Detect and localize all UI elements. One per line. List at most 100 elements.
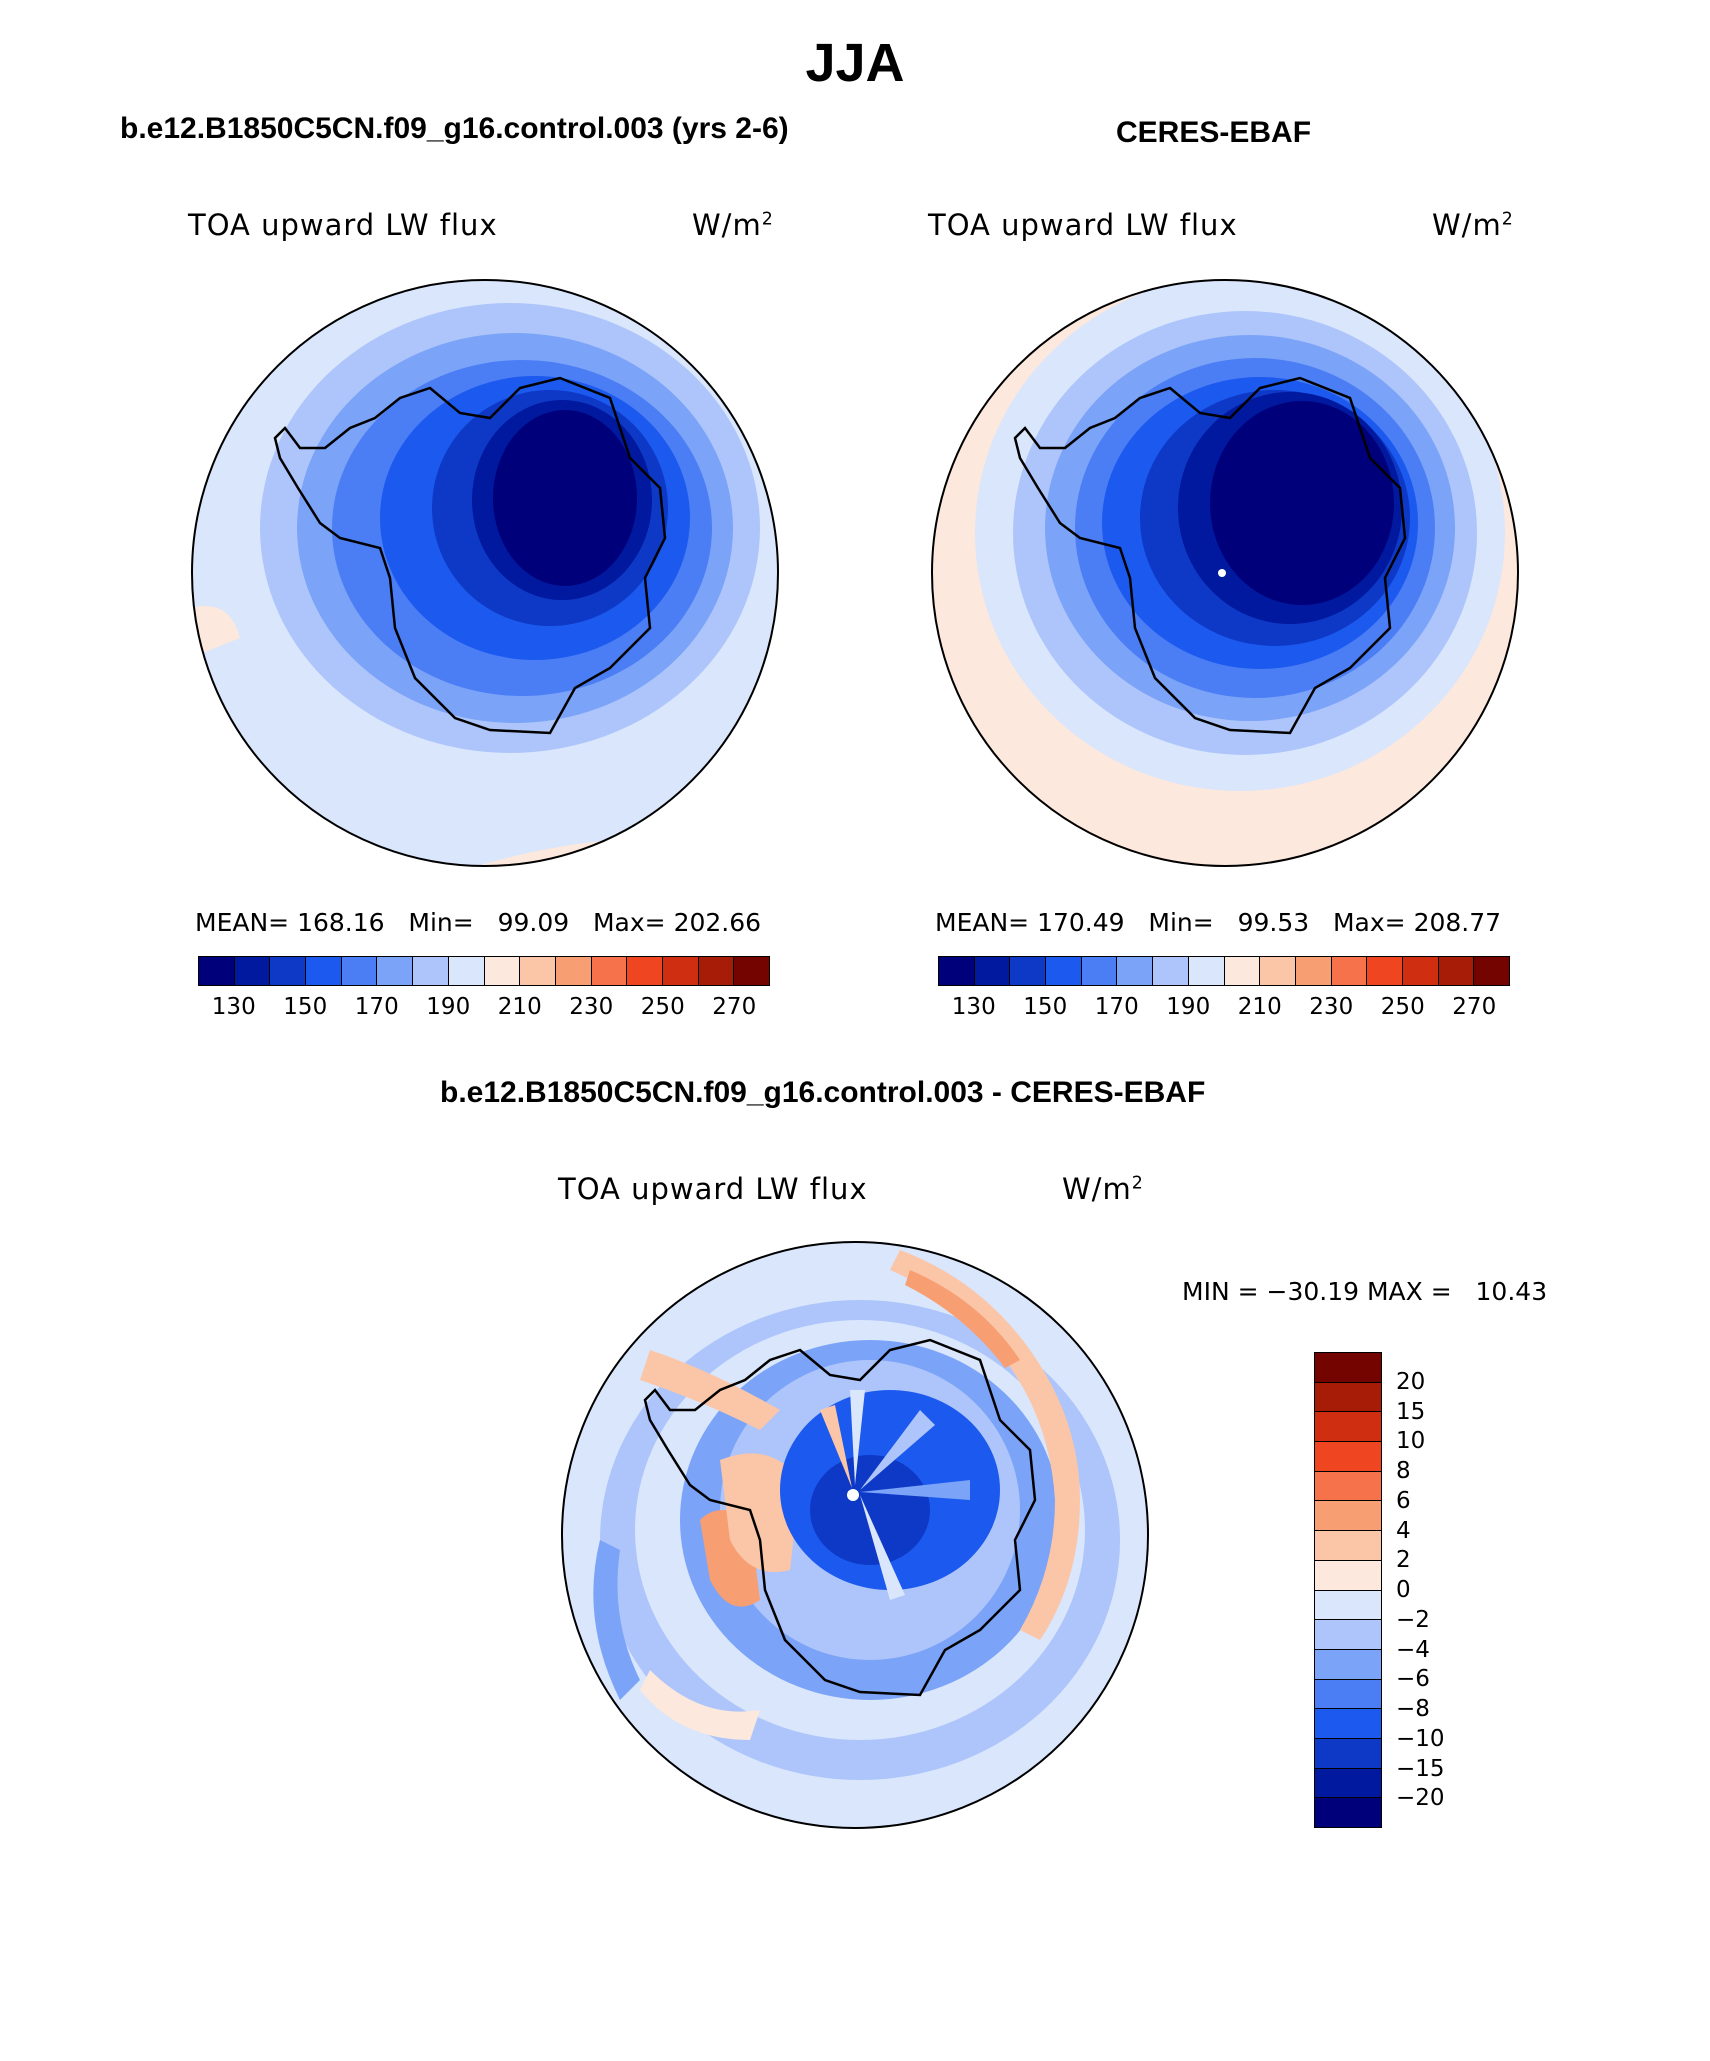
obs-colorbar-tick-label: 270 <box>1452 994 1497 1020</box>
model-colorbar-swatch <box>447 957 484 985</box>
model-colorbar-swatch <box>733 957 769 985</box>
diff-colorbar-swatch <box>1315 1708 1381 1738</box>
model-colorbar-tick-label: 150 <box>283 994 328 1020</box>
model-colorbar-swatch <box>340 957 377 985</box>
diff-colorbar-swatch <box>1315 1619 1381 1649</box>
model-units-label: W/m2 <box>692 208 774 242</box>
model-colorbar-ticks: 130 150 170 190 210 230 250 270 <box>198 994 770 1024</box>
diff-colorbar-swatch <box>1315 1470 1381 1501</box>
obs-colorbar-swatch <box>1473 957 1509 985</box>
obs-colorbar-swatch <box>1223 957 1260 985</box>
diff-colorbar-swatch <box>1315 1767 1381 1798</box>
obs-colorbar-swatch <box>1366 957 1402 985</box>
diff-colorbar-tick-label: 4 <box>1396 1517 1411 1544</box>
obs-colorbar-swatch <box>1116 957 1153 985</box>
diff-colorbar-tick-label: 15 <box>1396 1398 1426 1425</box>
obs-stats: MEAN= 170.49 Min= 99.53 Max= 208.77 <box>935 908 1502 937</box>
obs-colorbar-tick-label: 230 <box>1309 994 1354 1020</box>
model-colorbar-swatch <box>626 957 662 985</box>
model-colorbar-swatch <box>697 957 734 985</box>
diff-panel-title: b.e12.B1850C5CN.f09_g16.control.003 - CE… <box>440 1076 1206 1109</box>
obs-panel-title: CERES-EBAF <box>1116 116 1312 149</box>
obs-colorbar-tick-label: 130 <box>951 994 996 1020</box>
diff-variable-label: TOA upward LW flux <box>558 1172 868 1206</box>
diff-colorbar-tick-label: −4 <box>1396 1636 1430 1663</box>
model-colorbar-tick-label: 230 <box>569 994 614 1020</box>
model-colorbar-tick-label: 250 <box>640 994 685 1020</box>
diff-colorbar-swatch <box>1315 1441 1381 1471</box>
diff-colorbar-tick-label: −8 <box>1396 1696 1430 1722</box>
diff-colorbar-tick-label: −15 <box>1396 1755 1445 1782</box>
model-polar-map <box>191 279 779 867</box>
diff-colorbar-tick-label: 0 <box>1396 1577 1411 1603</box>
model-colorbar-tick-label: 130 <box>211 994 256 1020</box>
model-colorbar-swatch <box>412 957 448 985</box>
diff-antarctica-coastline <box>643 1338 1037 1697</box>
diff-colorbar-swatch <box>1315 1381 1381 1412</box>
model-variable-label: TOA upward LW flux <box>188 208 498 242</box>
diff-colorbar-tick-label: 8 <box>1396 1458 1411 1484</box>
model-colorbar-swatch <box>305 957 341 985</box>
diff-colorbar-tick-label: 10 <box>1396 1428 1426 1455</box>
model-colorbar-swatch <box>199 957 234 985</box>
obs-colorbar-swatch <box>1259 957 1295 985</box>
obs-colorbar-tick-label: 150 <box>1023 994 1068 1020</box>
obs-colorbar-swatch <box>1330 957 1367 985</box>
model-colorbar-swatch <box>269 957 306 985</box>
obs-colorbar-tick-label: 170 <box>1094 994 1139 1020</box>
diff-colorbar-tick-label: 6 <box>1396 1487 1411 1514</box>
obs-colorbar-swatch <box>1045 957 1081 985</box>
obs-colorbar-tick-label: 210 <box>1237 994 1282 1020</box>
model-colorbar-swatch <box>233 957 270 985</box>
diff-colorbar-tick-label: −20 <box>1396 1785 1445 1812</box>
diff-stats: MIN = −30.19 MAX = 10.43 <box>1182 1277 1548 1306</box>
obs-colorbar-swatch <box>1080 957 1117 985</box>
model-colorbar-swatch <box>519 957 555 985</box>
model-stats: MEAN= 168.16 Min= 99.09 Max= 202.66 <box>195 908 762 937</box>
diff-colorbar-tick-label: 20 <box>1396 1368 1426 1395</box>
obs-variable-label: TOA upward LW flux <box>928 208 1238 242</box>
obs-units-label: W/m2 <box>1432 208 1514 242</box>
diff-colorbar-swatch <box>1315 1648 1381 1679</box>
obs-colorbar-swatch <box>973 957 1010 985</box>
season-title: JJA <box>805 33 905 93</box>
diff-colorbar-swatch <box>1315 1797 1381 1827</box>
obs-colorbar-tick-label: 190 <box>1166 994 1211 1020</box>
diff-colorbar-tick-label: 2 <box>1396 1547 1411 1574</box>
diff-units-label: W/m2 <box>1062 1172 1144 1206</box>
model-colorbar <box>198 956 770 986</box>
obs-antarctica-coastline <box>1013 376 1407 735</box>
model-colorbar-swatch <box>661 957 698 985</box>
diff-colorbar-swatch <box>1315 1559 1381 1590</box>
diff-polar-map <box>561 1241 1149 1829</box>
obs-colorbar-swatch <box>1152 957 1188 985</box>
obs-polar-map <box>931 279 1519 867</box>
model-colorbar-swatch <box>554 957 591 985</box>
obs-colorbar-swatch <box>1294 957 1331 985</box>
model-colorbar-tick-label: 190 <box>426 994 471 1020</box>
diff-colorbar-swatch <box>1315 1500 1381 1531</box>
model-panel-title: b.e12.B1850C5CN.f09_g16.control.003 (yrs… <box>120 112 789 145</box>
model-antarctica-coastline <box>273 376 667 735</box>
obs-colorbar-swatch <box>1401 957 1438 985</box>
obs-colorbar-ticks: 130 150 170 190 210 230 250 270 <box>938 994 1510 1024</box>
diff-colorbar-swatch <box>1315 1353 1381 1382</box>
diff-colorbar <box>1314 1352 1382 1828</box>
diff-colorbar-swatch <box>1315 1678 1381 1709</box>
obs-colorbar-swatch <box>1437 957 1474 985</box>
model-colorbar-swatch <box>483 957 520 985</box>
diff-colorbar-swatch <box>1315 1589 1381 1620</box>
obs-colorbar-swatch <box>1187 957 1224 985</box>
diff-colorbar-tick-label: −10 <box>1396 1725 1445 1752</box>
model-colorbar-tick-label: 270 <box>712 994 757 1020</box>
diff-colorbar-swatch <box>1315 1737 1381 1768</box>
model-colorbar-tick-label: 210 <box>497 994 542 1020</box>
obs-colorbar-swatch <box>1009 957 1046 985</box>
obs-colorbar <box>938 956 1510 986</box>
diff-colorbar-ticks: 20 15 10 8 6 4 2 0 −2 −4 −6 −8 −10 −15 −20 <box>1396 1352 1476 1828</box>
diff-colorbar-swatch <box>1315 1411 1381 1442</box>
obs-colorbar-swatch <box>939 957 974 985</box>
diff-colorbar-tick-label: −2 <box>1396 1606 1430 1633</box>
diff-colorbar-swatch <box>1315 1530 1381 1560</box>
obs-colorbar-tick-label: 250 <box>1380 994 1425 1020</box>
